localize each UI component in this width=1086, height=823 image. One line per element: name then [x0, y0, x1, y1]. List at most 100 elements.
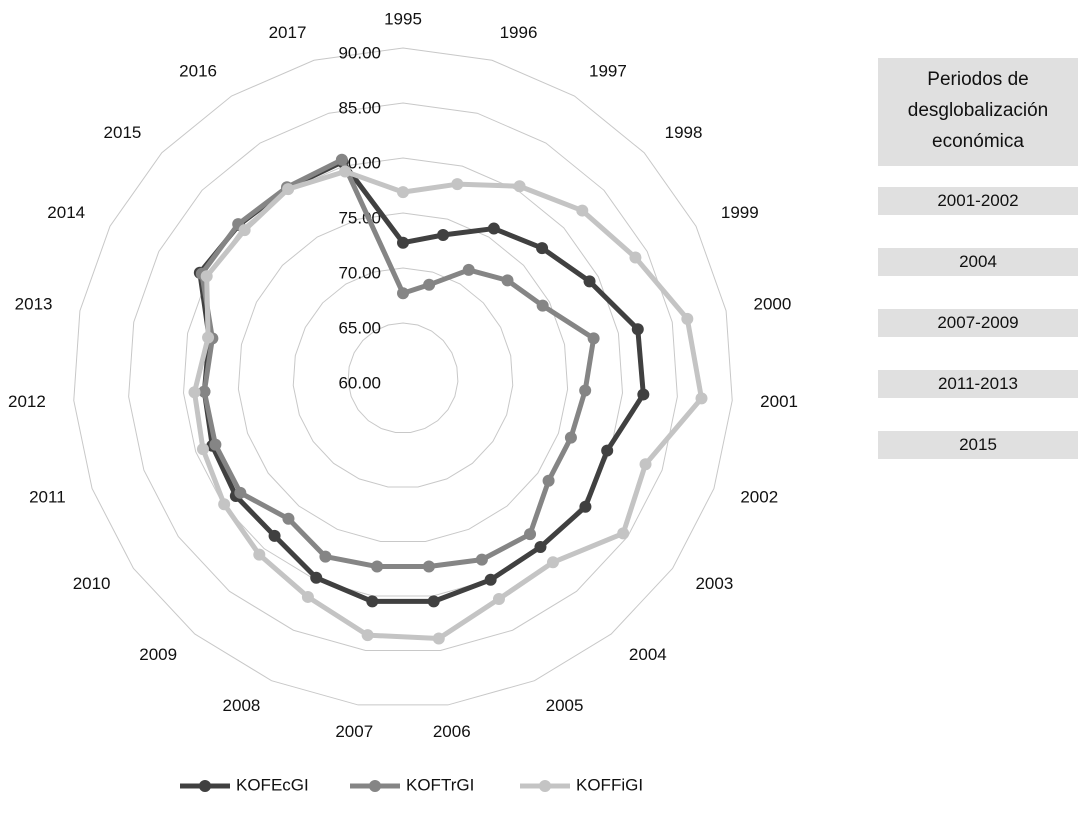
category-label: 1996: [500, 23, 538, 42]
legend-marker: [369, 780, 381, 792]
data-point: [451, 178, 464, 191]
data-point: [234, 486, 247, 499]
data-point: [579, 384, 592, 397]
panel-item: 2011-2013: [878, 370, 1078, 398]
data-point: [282, 512, 295, 525]
data-point: [200, 270, 213, 283]
data-point: [487, 222, 500, 235]
category-label: 2000: [754, 295, 792, 314]
data-point: [617, 527, 630, 540]
grid-ring: [73, 47, 733, 706]
category-label: 1999: [721, 203, 759, 222]
data-point: [397, 236, 409, 249]
data-point: [681, 312, 694, 325]
category-label: 2003: [695, 574, 733, 593]
data-point: [238, 224, 251, 237]
data-point: [542, 474, 555, 487]
data-point: [629, 251, 642, 264]
data-point: [583, 275, 596, 288]
data-point: [397, 287, 409, 300]
data-point: [268, 529, 281, 542]
data-point: [202, 331, 215, 344]
data-point: [492, 592, 505, 605]
data-point: [534, 540, 547, 553]
data-point: [218, 498, 231, 511]
category-label: 2009: [139, 645, 177, 664]
data-point: [475, 553, 488, 566]
data-point: [501, 274, 514, 287]
data-point: [397, 186, 409, 199]
grid-ring: [347, 322, 459, 433]
data-point: [196, 443, 209, 456]
category-label: 2011: [29, 487, 66, 506]
category-label: 2014: [47, 203, 85, 222]
legend-marker: [199, 780, 211, 792]
data-point: [579, 500, 592, 513]
data-point: [587, 332, 600, 345]
panel-title: Periodos de desglobalización económica: [878, 58, 1078, 166]
data-point: [209, 438, 222, 451]
category-label: 2006: [433, 722, 471, 741]
data-point: [198, 385, 211, 398]
data-point: [335, 153, 348, 166]
data-point: [310, 571, 323, 584]
data-point: [366, 595, 379, 608]
data-point: [339, 165, 352, 178]
data-point: [319, 550, 332, 563]
legend-marker: [539, 780, 551, 792]
data-point: [631, 323, 644, 336]
data-point: [513, 180, 526, 193]
data-point: [576, 204, 589, 217]
grid-ring: [292, 267, 514, 488]
data-point: [639, 458, 652, 471]
data-point: [301, 590, 314, 603]
data-point: [253, 548, 266, 561]
category-label: 2008: [223, 696, 261, 715]
y-tick-label: 70.00: [338, 263, 381, 282]
category-label: 2017: [269, 23, 307, 42]
data-point: [462, 263, 475, 276]
data-point: [427, 595, 440, 608]
data-point: [536, 299, 549, 312]
series-line: [199, 157, 597, 570]
category-label: 1998: [665, 123, 703, 142]
data-point: [601, 444, 614, 457]
category-label: 2013: [15, 295, 53, 314]
series-line: [197, 159, 646, 604]
y-tick-label: 60.00: [338, 373, 381, 392]
category-label: 2016: [179, 62, 217, 81]
category-label: 2002: [740, 487, 778, 506]
category-label: 2015: [104, 123, 142, 142]
legend-label: KOFEcGI: [236, 775, 309, 794]
data-point: [422, 560, 435, 573]
legend-label: KOFFiGI: [576, 775, 643, 794]
data-point: [423, 278, 436, 291]
category-label: 2001: [760, 392, 798, 411]
y-tick-label: 75.00: [338, 208, 381, 227]
series-line: [191, 168, 705, 641]
data-point: [484, 573, 497, 586]
category-label: 2010: [73, 574, 111, 593]
panel-item: 2001-2002: [878, 187, 1078, 215]
y-tick-label: 65.00: [338, 318, 381, 337]
data-point: [536, 242, 549, 255]
data-point: [437, 229, 450, 242]
legend-label: KOFTrGI: [406, 775, 474, 794]
data-point: [524, 528, 537, 541]
data-point: [188, 386, 201, 399]
category-label: 2004: [629, 645, 667, 664]
category-label: 2012: [8, 392, 46, 411]
category-label: 1995: [384, 9, 422, 28]
data-point: [282, 183, 295, 196]
category-label: 1997: [589, 62, 627, 81]
data-point: [371, 560, 384, 573]
y-tick-label: 85.00: [338, 98, 381, 117]
panel-item: 2004: [878, 248, 1078, 276]
data-point: [695, 392, 708, 405]
category-label: 2007: [335, 722, 373, 741]
grid-ring: [237, 212, 569, 542]
data-point: [637, 388, 650, 401]
data-point: [432, 632, 445, 645]
data-point: [564, 431, 577, 444]
